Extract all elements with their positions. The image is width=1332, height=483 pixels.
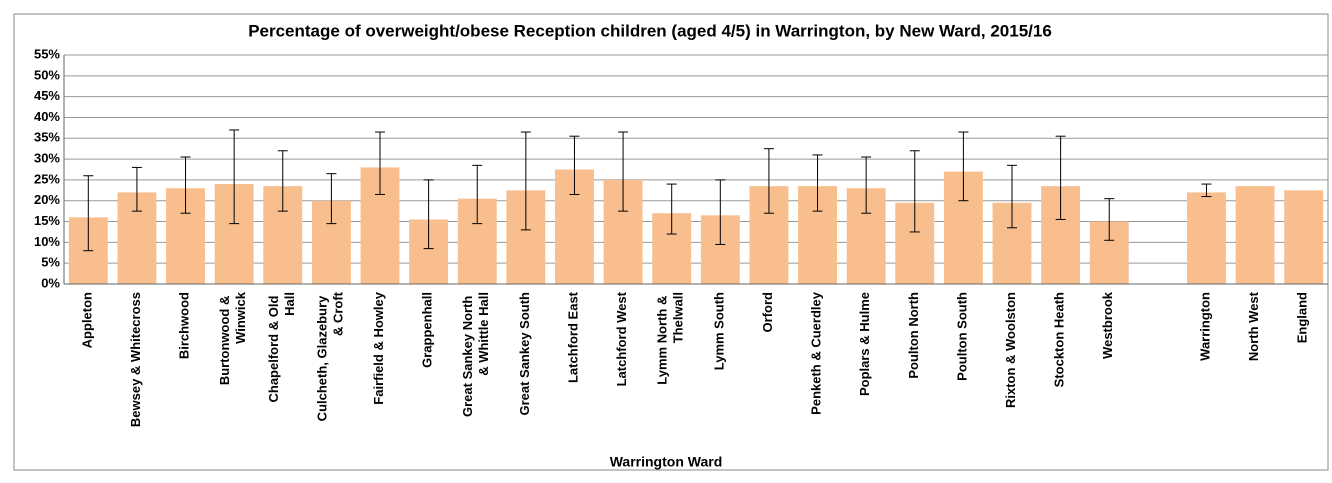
y-tick-label: 15% (34, 213, 60, 228)
y-tick-label: 35% (34, 130, 60, 145)
x-tick-label: Bewsey & Whitecross (128, 292, 143, 427)
y-tick-label: 20% (34, 192, 60, 207)
y-tick-label: 5% (41, 255, 60, 270)
bar (1284, 190, 1324, 284)
y-tick-label: 55% (34, 46, 60, 61)
x-tick-label: Lymm North & Thelwall (655, 292, 686, 385)
bar (1187, 192, 1226, 284)
x-tick-label: Lymm South (712, 292, 727, 370)
x-tick-label: Chapelford & Old Hall (266, 292, 297, 403)
y-tick-label: 30% (34, 151, 60, 166)
bar (1235, 186, 1275, 284)
y-tick-label: 40% (34, 109, 60, 124)
x-tick-label: Poulton North (906, 292, 921, 379)
chart-title: Percentage of overweight/obese Reception… (248, 21, 1052, 40)
y-tick-label: 50% (34, 67, 60, 82)
x-axis-label: Warrington Ward (610, 454, 723, 470)
y-tick-label: 25% (34, 171, 60, 186)
x-tick-label: Orford (760, 292, 775, 333)
x-tick-label: Stockton Heath (1052, 292, 1067, 387)
x-tick-label: North West (1247, 291, 1262, 361)
x-tick-label: Appleton (80, 292, 95, 348)
x-tick-label: Westbrook (1101, 291, 1116, 359)
y-tick-label: 45% (34, 88, 60, 103)
x-tick-label: Culcheth, Glazebury & Croft (315, 291, 346, 421)
x-tick-label: Birchwood (177, 292, 192, 359)
x-tick-label: Burtonwood & Winwick (218, 291, 249, 385)
y-tick-label: 10% (34, 234, 60, 249)
x-tick-label: Poplars & Hulme (858, 292, 873, 396)
x-tick-label: Grappenhall (420, 292, 435, 368)
x-tick-label: Poulton South (955, 292, 970, 381)
x-tick-label: Latchford West (615, 291, 630, 386)
x-tick-label: Fairfield & Howley (371, 291, 386, 404)
x-tick-label: Warrington (1198, 292, 1213, 361)
x-tick-label: Latchford East (566, 291, 581, 383)
x-tick-label: Rixton & Woolston (1003, 292, 1018, 408)
x-tick-label: Penketh & Cuerdley (809, 291, 824, 415)
y-tick-label: 0% (41, 275, 60, 290)
x-tick-label: England (1295, 292, 1310, 343)
x-tick-label: Great Sankey South (517, 292, 532, 416)
x-tick-label: Great Sankey North & Whittle Hall (461, 292, 492, 417)
